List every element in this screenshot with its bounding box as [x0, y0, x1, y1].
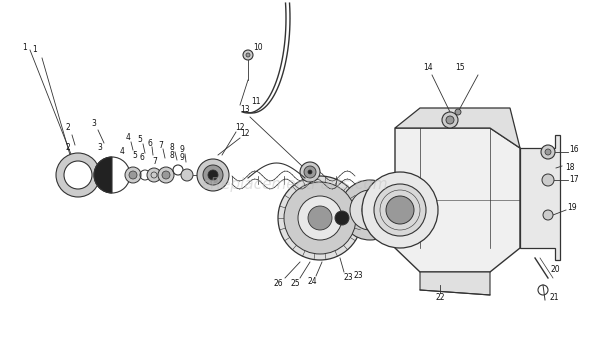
Circle shape	[455, 109, 461, 115]
Circle shape	[362, 172, 438, 248]
Polygon shape	[395, 108, 520, 148]
Circle shape	[64, 161, 92, 189]
Circle shape	[125, 167, 141, 183]
Circle shape	[56, 153, 100, 197]
Circle shape	[541, 145, 555, 159]
Text: 3: 3	[91, 118, 96, 127]
Text: 5: 5	[137, 136, 142, 145]
Text: 2: 2	[65, 124, 70, 133]
Circle shape	[300, 162, 320, 182]
Text: 22: 22	[435, 293, 445, 302]
Text: 6: 6	[140, 154, 145, 163]
Circle shape	[208, 170, 218, 180]
Circle shape	[374, 184, 426, 236]
Circle shape	[181, 169, 193, 181]
Circle shape	[203, 165, 223, 185]
Text: 5: 5	[133, 151, 137, 160]
Text: 17: 17	[569, 175, 579, 184]
Circle shape	[162, 171, 170, 179]
Circle shape	[542, 174, 554, 186]
Circle shape	[350, 190, 390, 230]
Text: 7: 7	[159, 140, 163, 149]
Circle shape	[362, 202, 378, 218]
Text: 11: 11	[251, 98, 261, 107]
Text: 15: 15	[455, 64, 465, 73]
Circle shape	[442, 112, 458, 128]
Text: 24: 24	[307, 277, 317, 286]
Text: 23: 23	[353, 272, 363, 281]
Text: 13: 13	[240, 106, 250, 115]
Text: 10: 10	[253, 44, 263, 53]
Circle shape	[446, 116, 454, 124]
Text: 9: 9	[179, 154, 185, 163]
Circle shape	[243, 50, 253, 60]
Text: 6: 6	[148, 138, 152, 147]
Text: 21: 21	[549, 293, 559, 302]
Text: 2: 2	[65, 144, 70, 153]
Circle shape	[129, 171, 137, 179]
Polygon shape	[520, 135, 560, 260]
Text: 4: 4	[126, 134, 130, 143]
Text: 12: 12	[235, 124, 245, 133]
Text: eReplacementParts.com: eReplacementParts.com	[202, 177, 388, 192]
Circle shape	[284, 182, 356, 254]
Text: 12: 12	[240, 129, 250, 138]
Text: 23: 23	[343, 273, 353, 282]
Circle shape	[308, 206, 332, 230]
Text: 8: 8	[170, 151, 175, 160]
Text: 7: 7	[153, 156, 158, 165]
Text: 1: 1	[22, 43, 27, 52]
Text: 1: 1	[32, 46, 37, 55]
Wedge shape	[94, 157, 112, 193]
Circle shape	[308, 170, 312, 174]
Text: 18: 18	[565, 164, 575, 173]
Circle shape	[545, 149, 551, 155]
Circle shape	[340, 180, 400, 240]
Text: 26: 26	[273, 279, 283, 288]
Text: 25: 25	[290, 280, 300, 289]
Circle shape	[147, 168, 161, 182]
Text: 16: 16	[569, 145, 579, 154]
Circle shape	[543, 210, 553, 220]
Text: 8: 8	[170, 144, 175, 153]
Circle shape	[158, 167, 174, 183]
Text: 3: 3	[97, 144, 103, 153]
Circle shape	[246, 53, 250, 57]
Polygon shape	[395, 128, 520, 272]
Circle shape	[278, 176, 362, 260]
Circle shape	[304, 166, 316, 178]
Text: 4: 4	[120, 146, 124, 155]
Text: 19: 19	[567, 202, 577, 211]
Text: 20: 20	[550, 265, 560, 274]
Circle shape	[197, 159, 229, 191]
Circle shape	[386, 196, 414, 224]
Circle shape	[298, 196, 342, 240]
Text: 14: 14	[423, 64, 433, 73]
Text: 9: 9	[179, 146, 185, 155]
Circle shape	[335, 211, 349, 225]
Polygon shape	[420, 272, 490, 295]
